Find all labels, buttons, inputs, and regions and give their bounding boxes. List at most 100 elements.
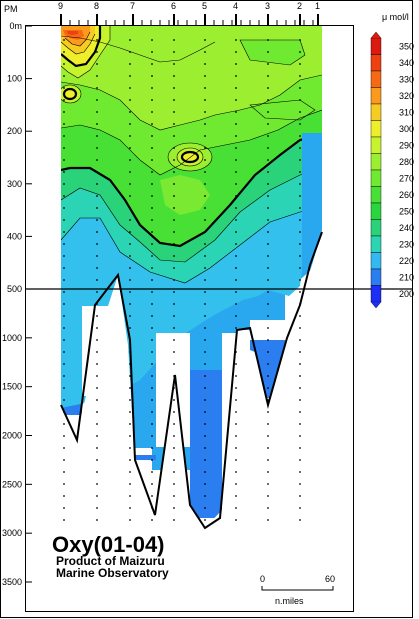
sample-dot: [299, 123, 301, 125]
sample-dot: [267, 483, 269, 485]
lower-water-dark-band-right: [190, 370, 222, 518]
sample-dot: [204, 339, 206, 341]
sample-dot: [173, 39, 175, 41]
sample-dot: [204, 483, 206, 485]
sample-dot: [299, 159, 301, 161]
sample-dot: [204, 63, 206, 65]
sample-dot: [204, 519, 206, 521]
sample-dot: [267, 51, 269, 53]
sample-dot: [173, 219, 175, 221]
colorbar-label: 220: [399, 256, 414, 266]
sample-dot: [173, 375, 175, 377]
colorbar-label: 350: [399, 41, 414, 51]
sample-dot: [63, 231, 65, 233]
sample-dot: [96, 123, 98, 125]
sample-dot: [63, 147, 65, 149]
sample-dot: [129, 39, 131, 41]
sample-dot: [96, 63, 98, 65]
sample-dot: [151, 123, 153, 125]
colorbar-cell: [370, 252, 382, 270]
sample-dot: [267, 291, 269, 293]
depth-label: 300: [7, 179, 22, 189]
sample-dot: [299, 495, 301, 497]
sample-dot: [151, 219, 153, 221]
colorbar-cell: [370, 70, 382, 88]
sample-dot: [299, 195, 301, 197]
station-label: 1: [315, 1, 320, 11]
sample-dot: [96, 483, 98, 485]
depth-label: 200: [7, 126, 22, 136]
sample-dot: [204, 39, 206, 41]
sample-dot: [267, 315, 269, 317]
sample-dot: [299, 291, 301, 293]
sample-dot: [63, 363, 65, 365]
sample-dot: [204, 471, 206, 473]
sample-dot: [129, 63, 131, 65]
sample-dot: [63, 123, 65, 125]
sample-dot: [96, 231, 98, 233]
sample-dot: [299, 39, 301, 41]
sample-dot: [204, 207, 206, 209]
sample-dot: [173, 411, 175, 413]
sample-dot: [299, 507, 301, 509]
sample-dot: [235, 63, 237, 65]
sample-dot: [204, 387, 206, 389]
sample-dot: [129, 147, 131, 149]
sample-dot: [63, 63, 65, 65]
sample-dot: [204, 111, 206, 113]
sample-dot: [63, 279, 65, 281]
sample-dot: [299, 339, 301, 341]
sample-dot: [267, 123, 269, 125]
sample-dot: [96, 327, 98, 329]
sample-dot: [96, 507, 98, 509]
sample-dot: [63, 315, 65, 317]
sample-dot: [129, 387, 131, 389]
sample-dot: [129, 87, 131, 89]
sample-dot: [173, 459, 175, 461]
sample-dot: [173, 87, 175, 89]
colorbar-label: 310: [399, 107, 414, 117]
sample-dot: [267, 471, 269, 473]
sample-dot: [299, 375, 301, 377]
station-label: 2: [297, 1, 302, 11]
sample-dot: [173, 363, 175, 365]
sample-dot: [151, 135, 153, 137]
colorbar-bottom-cap: [370, 301, 382, 309]
station-label: 3: [265, 1, 270, 11]
sample-dot: [63, 303, 65, 305]
colorbar-label: 300: [399, 124, 414, 134]
sample-dot: [267, 363, 269, 365]
sample-dot: [129, 375, 131, 377]
sample-dot: [96, 315, 98, 317]
depth-label: 100: [7, 74, 22, 84]
sample-dot: [173, 159, 175, 161]
sample-dot: [235, 279, 237, 281]
sample-dot: [96, 519, 98, 521]
sample-dot: [96, 267, 98, 269]
sample-dot: [267, 231, 269, 233]
sample-dot: [173, 267, 175, 269]
sample-dot: [267, 171, 269, 173]
sample-dot: [204, 75, 206, 77]
sample-dot: [151, 183, 153, 185]
sample-dot: [267, 495, 269, 497]
colorbar-cell: [370, 186, 382, 204]
sample-dot: [299, 435, 301, 437]
sample-dot: [204, 183, 206, 185]
sample-dot: [96, 363, 98, 365]
sample-dot: [129, 219, 131, 221]
sample-dot: [235, 327, 237, 329]
sample-dot: [173, 123, 175, 125]
sample-dot: [173, 471, 175, 473]
sample-dot: [151, 339, 153, 341]
sample-dot: [63, 435, 65, 437]
sample-dot: [63, 243, 65, 245]
sample-dot: [96, 255, 98, 257]
sample-dot: [129, 495, 131, 497]
sample-dot: [129, 183, 131, 185]
sample-dot: [96, 207, 98, 209]
sample-dot: [267, 111, 269, 113]
sample-dot: [267, 219, 269, 221]
sample-dot: [173, 339, 175, 341]
sample-dot: [151, 471, 153, 473]
